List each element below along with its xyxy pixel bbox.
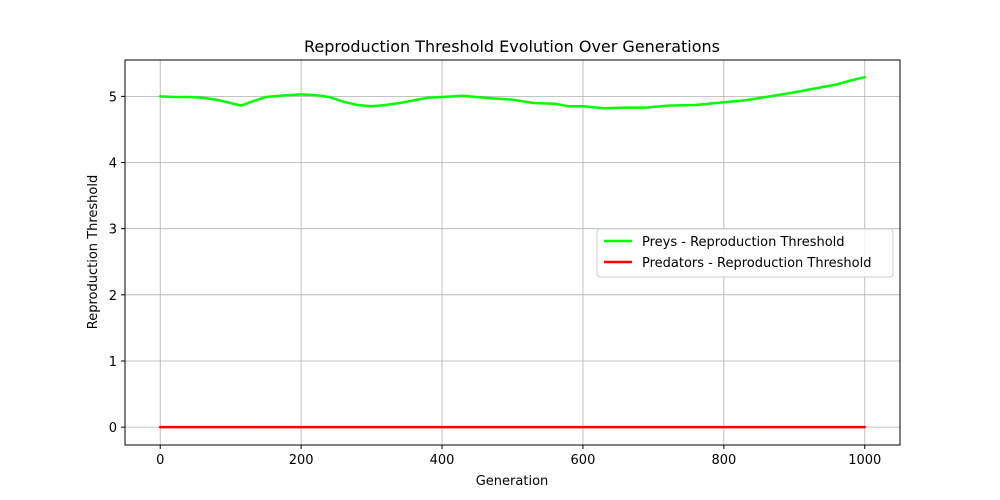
series-layer <box>158 75 867 429</box>
x-tick-label: 0 <box>156 453 164 468</box>
x-axis-label: Generation <box>476 474 549 489</box>
legend-label-predators: Predators - Reproduction Threshold <box>642 256 871 271</box>
y-tick-label: 4 <box>109 157 117 172</box>
x-tick-label: 400 <box>430 453 455 468</box>
y-tick-label: 1 <box>109 355 117 370</box>
legend: Preys - Reproduction Threshold Predators… <box>596 228 894 278</box>
y-tick-label: 3 <box>109 223 117 238</box>
chart-title: Reproduction Threshold Evolution Over Ge… <box>304 37 720 56</box>
y-tick-label: 0 <box>109 421 117 436</box>
x-tick-label: 200 <box>289 453 314 468</box>
x-tick-label: 1000 <box>848 453 881 468</box>
series-line-preys <box>158 75 867 110</box>
y-tick-label: 5 <box>109 90 117 105</box>
y-axis-label: Reproduction Threshold <box>86 175 101 329</box>
plot-frame <box>124 59 901 446</box>
legend-label-preys: Preys - Reproduction Threshold <box>642 235 845 250</box>
y-tick-label: 2 <box>109 289 117 304</box>
legend-box <box>596 228 894 278</box>
y-ticks: 0 1 2 3 4 5 <box>109 90 125 436</box>
x-tick-label: 600 <box>571 453 596 468</box>
x-tick-label: 800 <box>711 453 736 468</box>
x-ticks: 0 200 400 600 800 1000 <box>156 445 881 468</box>
